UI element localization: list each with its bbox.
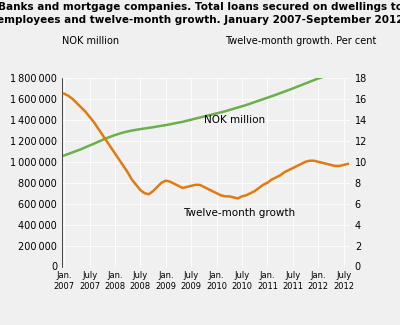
Text: NOK million: NOK million xyxy=(62,35,119,46)
Text: Twelve-month growth: Twelve-month growth xyxy=(183,208,295,218)
Text: NOK million: NOK million xyxy=(204,115,265,125)
Text: employees and twelve-month growth. January 2007-September 2012: employees and twelve-month growth. Janua… xyxy=(0,15,400,25)
Text: Twelve-month growth. Per cent: Twelve-month growth. Per cent xyxy=(225,35,376,46)
Text: Banks and mortgage companies. Total loans secured on dwellings to: Banks and mortgage companies. Total loan… xyxy=(0,2,400,12)
